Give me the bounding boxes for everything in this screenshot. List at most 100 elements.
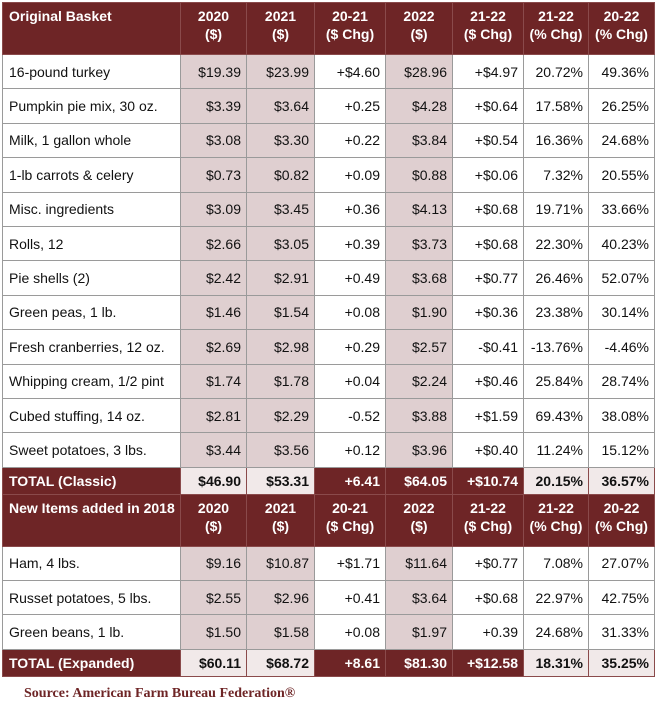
table-cell: $3.64 [246,88,315,124]
column-header-line2: (% Chg) [595,517,648,534]
table-cell: 16.36% [523,122,589,159]
table-cell: 31.33% [588,614,655,650]
table-cell: 40.23% [588,225,655,262]
table-cell: $3.68 [385,260,453,296]
table-cell: $1.78 [246,363,315,399]
table-cell: 24.68% [523,614,589,650]
table-cell: 17.58% [523,88,589,124]
column-header: 21-22 (% Chg) [523,2,589,55]
table-cell: $1.54 [246,294,315,331]
total-cell: 20.15% [523,466,589,495]
table-cell: +0.08 [314,294,386,331]
table-cell: $3.45 [246,191,315,227]
table-cell: 15.12% [588,432,655,468]
table-cell: +$0.40 [452,432,524,468]
column-header-line1: 21-22 [470,499,506,516]
column-header: 2020 ($) [180,2,247,55]
item-name: Sweet potatoes, 3 lbs. [2,432,181,468]
table-row: Whipping cream, 1/2 pint $1.74 $1.78 +0.04 $… [2,363,655,399]
total-cell: +8.61 [314,648,386,677]
total-cell: $68.72 [246,648,315,677]
item-name: Russet potatoes, 5 lbs. [2,580,181,616]
table-cell: +0.25 [314,88,386,124]
table-cell: 28.74% [588,363,655,399]
table-cell: +$1.59 [452,397,524,434]
column-header: 2022 ($) [385,2,453,55]
table-cell: $2.91 [246,260,315,296]
table-cell: $2.57 [385,329,453,365]
table-cell: 25.84% [523,363,589,399]
table-cell: +$0.36 [452,294,524,331]
column-header: 21-22 ($ Chg) [452,2,524,55]
total-cell: 36.57% [588,466,655,495]
table-cell: 19.71% [523,191,589,227]
table-cell: $2.66 [180,225,247,262]
total-cell: +$10.74 [452,466,524,495]
table-row: Green beans, 1 lb. $1.50 $1.58 +0.08 $1.97 +0… [2,614,655,650]
column-header-line1: 21-22 [538,499,574,516]
column-header-line2: ($ Chg) [463,517,513,534]
header-row: Original Basket 2020 ($) 2021 ($) 20-21 ($ Chg… [2,2,655,55]
table-cell: +0.08 [314,614,386,650]
table-cell: $3.44 [180,432,247,468]
item-name: Pumpkin pie mix, 30 oz. [2,88,181,124]
table-cell: $28.96 [385,53,453,90]
column-header: 20-22 (% Chg) [588,493,655,547]
table-cell: $19.39 [180,53,247,90]
table-cell: $1.58 [246,614,315,650]
table-cell: $2.69 [180,329,247,365]
table-cell: $3.08 [180,122,247,159]
column-header-line1: 2022 [403,8,435,24]
column-header-line1: 21-22 [538,8,574,24]
column-header: 20-22 (% Chg) [588,2,655,55]
total-row: TOTAL (Classic) $46.90 $53.31 +6.41 $64.05 +$… [2,466,655,495]
table-cell: 26.25% [588,88,655,124]
table-cell: $3.96 [385,432,453,468]
item-name: 16-pound turkey [2,53,181,90]
table-cell: $3.73 [385,225,453,262]
table-cell: +$0.46 [452,363,524,399]
table-cell: +$0.77 [452,545,524,582]
item-name: Fresh cranberries, 12 oz. [2,329,181,365]
table-cell: $3.84 [385,122,453,159]
item-name: Misc. ingredients [2,191,181,227]
table-cell: 27.07% [588,545,655,582]
table-cell: 11.24% [523,432,589,468]
table-cell: +$4.97 [452,53,524,90]
table-cell: $2.96 [246,580,315,616]
table-cell: -$0.41 [452,329,524,365]
column-header: 20-21 ($ Chg) [314,493,386,547]
table-cell: 24.68% [588,122,655,159]
table-cell: -13.76% [523,329,589,365]
source-caption: Source: American Farm Bureau Federation® [24,686,296,701]
table-cell: $3.88 [385,397,453,434]
table-cell: +0.04 [314,363,386,399]
total-cell: $60.11 [180,648,247,677]
table-row: 16-pound turkey $19.39 $23.99 +$4.60 $28.96 +… [2,53,655,90]
column-header-line1: 2020 [197,8,230,24]
column-header-line2: ($) [204,517,223,534]
table-row: Milk, 1 gallon whole $3.08 $3.30 +0.22 $3.84… [2,122,655,159]
column-header-line1: 20-22 [603,8,640,24]
table-cell: 20.72% [523,53,589,90]
table-cell: +$1.71 [314,545,386,582]
table-row: Pumpkin pie mix, 30 oz. $3.39 $3.64 +0.25 $4… [2,88,655,124]
column-header-line2: (% Chg) [529,517,583,534]
table-cell: 49.36% [588,53,655,90]
column-header: 2021 ($) [246,493,315,547]
table-cell: +0.09 [314,157,386,193]
column-header: 2022 ($) [385,493,453,547]
table-row: Ham, 4 lbs. $9.16 $10.87 +$1.71 $11.64 +$0.77… [2,545,655,582]
column-header: 21-22 (% Chg) [523,493,589,547]
table-cell: $0.88 [385,157,453,193]
column-header-line1: 2020 [197,499,230,516]
table-cell: +0.39 [452,614,524,650]
header-row: New Items added in 2018 2020 ($) 2021 ($) 20-… [2,493,655,547]
item-name: Cubed stuffing, 14 oz. [2,397,181,434]
table-cell: $1.74 [180,363,247,399]
table-cell: 30.14% [588,294,655,331]
table-cell: +0.41 [314,580,386,616]
total-cell: 18.31% [523,648,589,677]
table-cell: $3.30 [246,122,315,159]
item-name: Milk, 1 gallon whole [2,122,181,159]
